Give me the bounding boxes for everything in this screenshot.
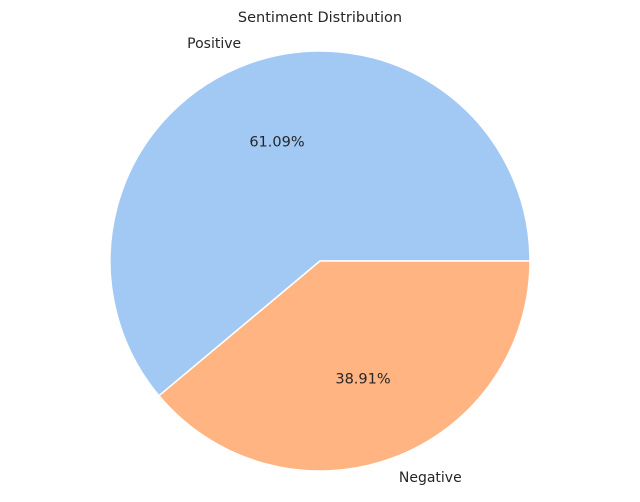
slice-percent-positive: 61.09%	[249, 135, 304, 151]
pie-labels: Positive 61.09% Negative 38.91%	[187, 36, 462, 486]
pie-slices	[109, 50, 531, 472]
chart-title: Sentiment Distribution	[238, 10, 402, 26]
slice-label-negative: Negative	[399, 470, 462, 486]
pie-slice-negative	[158, 260, 531, 472]
pie-slice-positive	[109, 50, 531, 397]
slice-percent-negative: 38.91%	[335, 371, 390, 387]
slice-label-positive: Positive	[187, 36, 241, 52]
